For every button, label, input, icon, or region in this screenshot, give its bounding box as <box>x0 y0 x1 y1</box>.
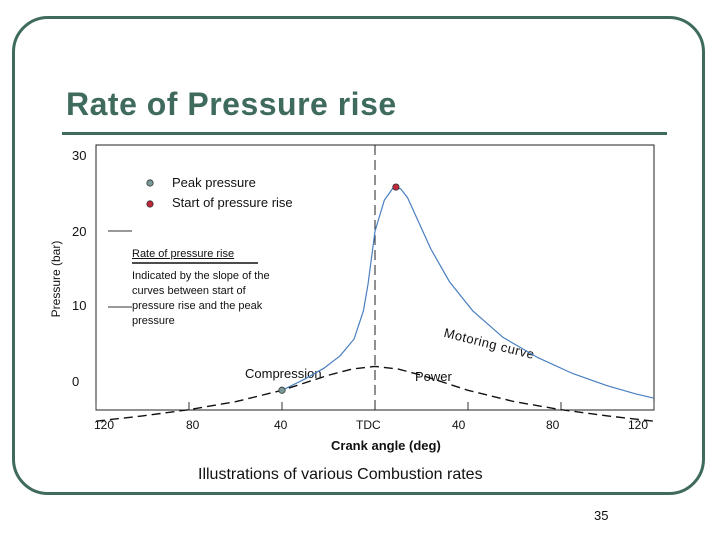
combustion-curve-line <box>281 186 655 399</box>
legend-marker-peak <box>146 179 154 187</box>
rate-annotation-line: pressure rise and the peak <box>132 300 263 312</box>
x-tick-label: 80 <box>186 418 200 432</box>
x-tick-label: TDC <box>356 418 381 432</box>
power-label: Power <box>415 369 452 384</box>
rate-annotation-heading: Rate of pressure rise <box>132 248 235 260</box>
x-tick-label: 120 <box>628 418 649 432</box>
slide-title: Rate of Pressure rise <box>66 86 397 122</box>
legend-marker-start <box>146 200 154 208</box>
title-underline <box>62 132 667 135</box>
slide-frame <box>12 16 705 495</box>
compression-label: Compression <box>245 366 322 381</box>
y-tick-label: 0 <box>72 374 80 389</box>
start-of-rise-point <box>278 386 286 394</box>
legend-label-start: Start of pressure rise <box>172 195 293 210</box>
y-tick-label: 30 <box>72 148 87 163</box>
y-tick-label: 10 <box>72 298 87 313</box>
rate-annotation-line: Indicated by the slope of the <box>132 270 270 282</box>
peak-pressure-point <box>392 183 400 191</box>
motoring-curve-line <box>95 365 655 422</box>
y-tick-label: 20 <box>72 224 87 239</box>
slide-caption: Illustrations of various Combustion rate… <box>198 466 483 483</box>
page-number: 35 <box>594 508 609 523</box>
x-tick-label: 40 <box>274 418 288 432</box>
x-tick-label: 40 <box>452 418 466 432</box>
rate-annotation-line: pressure <box>132 315 175 327</box>
rate-annotation-line: curves between start of <box>132 285 246 297</box>
x-axis-label: Crank angle (deg) <box>331 438 441 453</box>
x-tick-label: 80 <box>546 418 560 432</box>
legend-label-peak: Peak pressure <box>172 175 256 190</box>
